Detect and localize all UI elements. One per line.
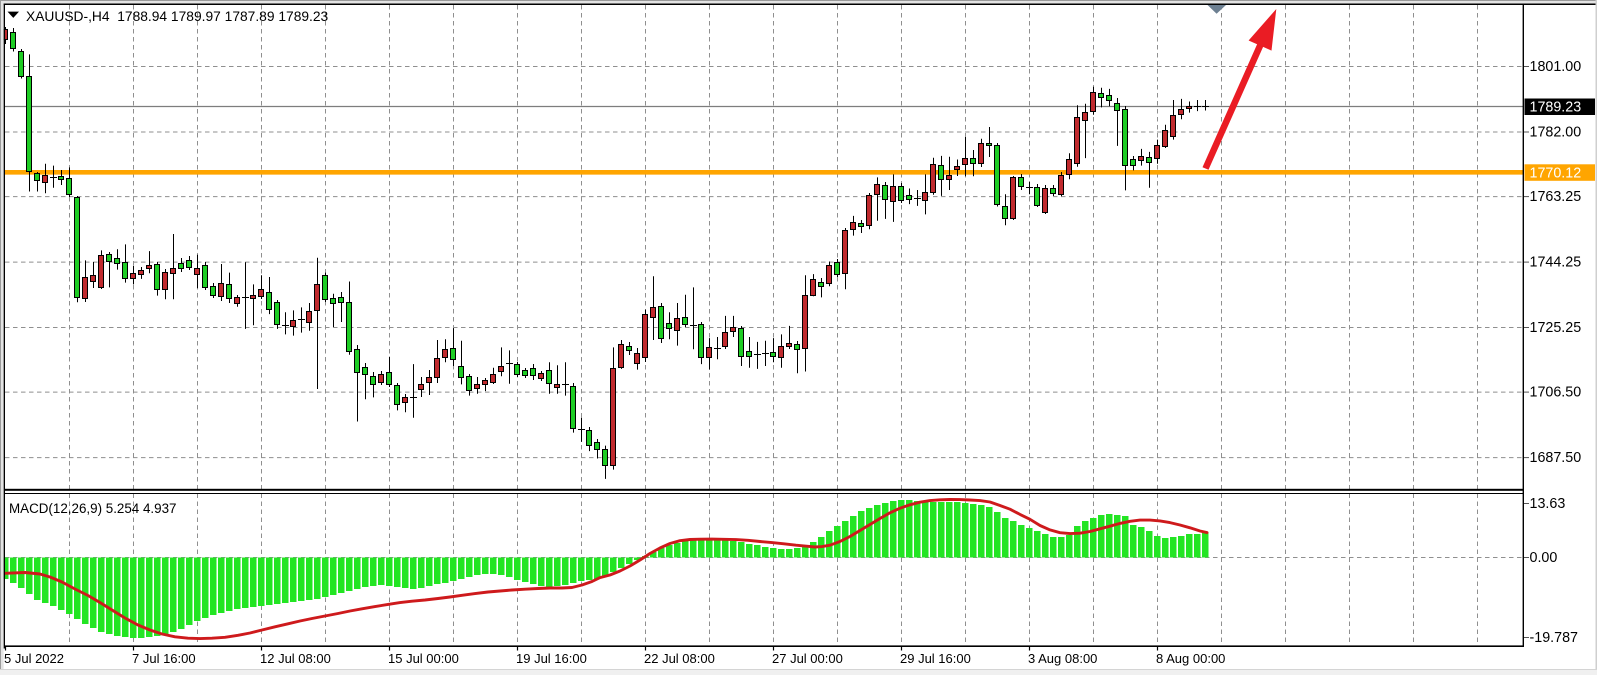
svg-text:12 Jul 08:00: 12 Jul 08:00 — [260, 651, 331, 666]
svg-text:1763.25: 1763.25 — [1530, 189, 1582, 205]
svg-text:13.63: 13.63 — [1530, 496, 1566, 512]
svg-text:29 Jul 16:00: 29 Jul 16:00 — [900, 651, 971, 666]
svg-text:22 Jul 08:00: 22 Jul 08:00 — [644, 651, 715, 666]
svg-text:1789.23: 1789.23 — [1530, 100, 1582, 116]
svg-text:1687.50: 1687.50 — [1530, 450, 1582, 466]
svg-text:27 Jul 00:00: 27 Jul 00:00 — [772, 651, 843, 666]
svg-text:-19.787: -19.787 — [1530, 630, 1579, 646]
svg-text:1782.00: 1782.00 — [1530, 125, 1582, 141]
svg-text:19 Jul 16:00: 19 Jul 16:00 — [516, 651, 587, 666]
svg-text:1801.00: 1801.00 — [1530, 59, 1582, 75]
svg-text:7 Jul 16:00: 7 Jul 16:00 — [132, 651, 196, 666]
svg-text:8 Aug 00:00: 8 Aug 00:00 — [1156, 651, 1225, 666]
svg-text:1706.50: 1706.50 — [1530, 385, 1582, 401]
svg-text:1725.25: 1725.25 — [1530, 320, 1582, 336]
svg-text:1770.12: 1770.12 — [1530, 165, 1582, 181]
svg-text:15 Jul 00:00: 15 Jul 00:00 — [388, 651, 459, 666]
svg-text:MACD(12,26,9) 5.254 4.937: MACD(12,26,9) 5.254 4.937 — [9, 501, 176, 516]
svg-text:0.00: 0.00 — [1530, 550, 1558, 566]
svg-text:XAUUSD-,H4 1788.94 1789.97 17: XAUUSD-,H4 1788.94 1789.97 1787.89 1789.… — [26, 9, 329, 24]
svg-text:5 Jul 2022: 5 Jul 2022 — [4, 651, 64, 666]
svg-text:1744.25: 1744.25 — [1530, 255, 1582, 271]
svg-text:3 Aug 08:00: 3 Aug 08:00 — [1028, 651, 1097, 666]
